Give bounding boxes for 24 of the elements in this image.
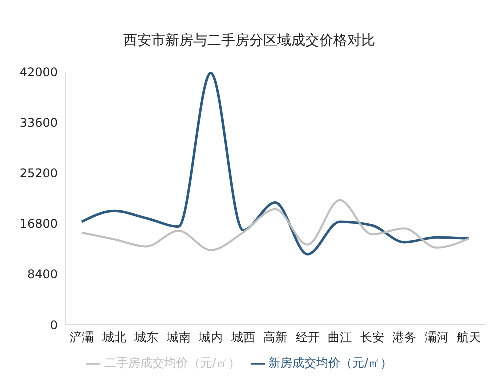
x-tick-label: 经开 bbox=[296, 330, 320, 345]
x-tick-label: 城西 bbox=[230, 330, 256, 345]
x-tick-label: 曲江 bbox=[328, 330, 352, 345]
y-tick-label: 0 bbox=[50, 318, 58, 332]
y-tick-label: 16800 bbox=[20, 217, 58, 232]
y-tick-label: 25200 bbox=[20, 166, 58, 180]
x-tick-label: 城北 bbox=[101, 330, 126, 345]
x-tick-label: 灞河 bbox=[424, 330, 449, 345]
x-tick-label: 长安 bbox=[360, 330, 384, 345]
x-tick-label: 浐灞 bbox=[70, 330, 94, 345]
y-tick-label: 42000 bbox=[20, 65, 58, 80]
y-tick-label: 33600 bbox=[20, 116, 58, 130]
legend-label: 二手房成交均价（元/㎡） bbox=[104, 356, 240, 370]
x-tick-label: 城内 bbox=[198, 330, 223, 345]
line-series bbox=[81, 199, 470, 252]
y-tick-label: 8400 bbox=[27, 268, 58, 282]
legend-label: 新房成交均价（元/㎡） bbox=[268, 356, 393, 370]
x-tick-label: 航天 bbox=[457, 330, 481, 345]
x-tick-label: 城南 bbox=[166, 330, 191, 345]
x-tick-label: 港务 bbox=[392, 330, 416, 345]
chart-title: 西安市新房与二手房分区域成交价格对比 bbox=[122, 32, 376, 50]
x-tick-label: 城东 bbox=[134, 330, 158, 345]
line-series bbox=[80, 72, 470, 256]
x-tick-label: 高新 bbox=[264, 330, 288, 345]
